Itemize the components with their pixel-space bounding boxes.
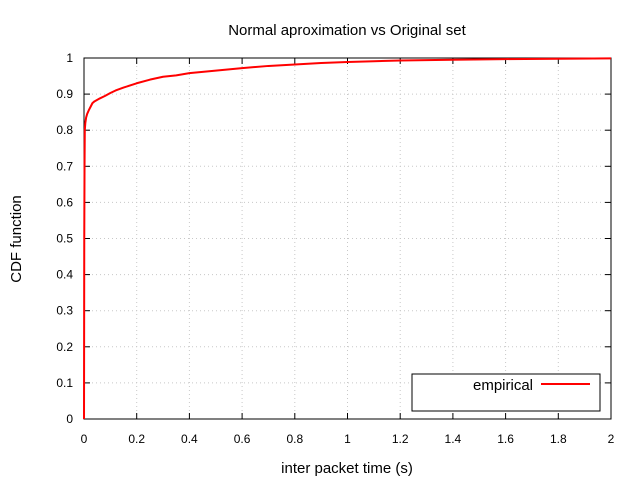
chart-title: Normal aproximation vs Original set [228,22,466,39]
x-axis-label: inter packet time (s) [281,460,413,477]
y-tick-label: 0.8 [56,123,73,137]
y-tick-label: 0.3 [56,304,73,318]
y-tick-label: 0.9 [56,87,73,101]
y-tick-label: 0.6 [56,195,73,209]
x-tick-label: 1.6 [497,432,514,446]
y-tick-label: 0.7 [56,159,73,173]
x-tick-label: 1.4 [445,432,462,446]
x-tick-label: 0.4 [181,432,198,446]
x-tick-label: 0.2 [128,432,145,446]
series-lines [83,57,612,420]
x-tick-label: 1.8 [550,432,567,446]
y-tick-label: 1 [66,51,73,65]
y-tick-label: 0.1 [56,376,73,390]
grid-lines [84,58,611,419]
axis-ticks: 0 0.2 0.4 0.6 0.8 1 1.2 1.4 1.6 1.8 2 0 0.1 0.2 0.3 0.4… [56,51,614,446]
legend: empirical [411,373,601,412]
legend-entry-empirical: empirical [473,377,533,394]
y-tick-label: 0.5 [56,232,73,246]
legend-box [411,373,601,412]
y-tick-label: 0 [66,412,73,426]
x-tick-label: 1 [344,432,351,446]
x-tick-label: 0.6 [234,432,251,446]
y-tick-label: 0.4 [56,268,73,282]
y-axis-label: CDF function [8,195,25,283]
series-line-empirical [83,57,612,420]
x-tick-label: 0.8 [286,432,303,446]
y-tick-label: 0.2 [56,340,73,354]
x-tick-label: 1.2 [392,432,409,446]
x-tick-label: 0 [81,432,88,446]
x-tick-label: 2 [608,432,615,446]
